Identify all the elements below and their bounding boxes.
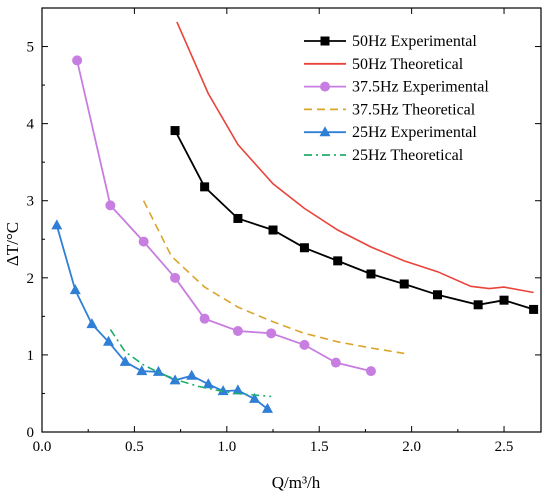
y-tick-label: 5: [27, 40, 35, 56]
plot-border: [41, 7, 542, 433]
data-point: [69, 284, 81, 295]
data-point: [170, 272, 181, 283]
y-tick-label: 1: [27, 348, 35, 364]
data-point: [72, 55, 83, 66]
legend-item-25hz-experimental: 25Hz Experimental: [304, 124, 477, 141]
data-point: [365, 366, 376, 377]
y-tick-label: 2: [27, 271, 35, 287]
legend-item-37-5hz-theoretical: 37.5Hz Theoretical: [304, 101, 476, 118]
axis-ticks: 0.0 0.5 1.0 1.5 2.0 2.5 0 1 2 3 4 5: [27, 8, 541, 455]
x-tick-label: 1.5: [310, 439, 329, 455]
series-line: [176, 21, 534, 294]
data-point: [529, 304, 539, 314]
series-line: [142, 200, 405, 355]
data-point: [261, 402, 273, 413]
data-point: [105, 200, 116, 211]
data-point: [333, 256, 343, 266]
data-point: [473, 300, 483, 310]
data-point: [268, 225, 278, 235]
data-point: [232, 326, 243, 337]
legend-label: 37.5Hz Experimental: [352, 79, 489, 96]
data-point: [152, 365, 164, 376]
series-25hz-theoretical: [109, 329, 272, 398]
legend-label: 50Hz Theoretical: [352, 56, 464, 73]
data-point: [299, 243, 309, 253]
x-tick-label: 0.0: [33, 439, 52, 455]
data-point: [299, 339, 310, 350]
legend-item-25hz-theoretical: 25Hz Theoretical: [304, 147, 464, 164]
y-tick-label: 0: [27, 425, 35, 441]
legend-label: 25Hz Experimental: [352, 124, 477, 141]
plot-frame: [41, 7, 542, 433]
x-tick-label: 0.5: [125, 439, 144, 455]
series-37-5hz-experimental: [72, 55, 376, 377]
legend-label: 25Hz Theoretical: [352, 147, 464, 164]
data-point: [330, 357, 341, 368]
series-50hz-theoretical: [176, 21, 534, 294]
legend-item-50hz-experimental: 50Hz Experimental: [304, 33, 477, 50]
legend: 50Hz Experimental 50Hz Theoretical 37.5Hz …: [304, 33, 489, 164]
legend-item-37-5hz-experimental: 37.5Hz Experimental: [304, 79, 489, 96]
series-line: [109, 329, 272, 398]
series-layer: [51, 21, 539, 413]
legend-marker: [320, 36, 330, 46]
data-point: [366, 269, 376, 279]
data-point: [399, 279, 409, 289]
x-tick-label: 2.5: [495, 439, 514, 455]
data-point: [51, 219, 63, 230]
data-point: [103, 335, 115, 346]
y-tick-label: 4: [27, 117, 35, 133]
legend-label: 37.5Hz Theoretical: [352, 101, 476, 118]
data-point: [86, 318, 98, 329]
legend-item-50hz-theoretical: 50Hz Theoretical: [304, 56, 464, 73]
y-tick-label: 3: [27, 194, 35, 210]
data-point: [170, 126, 180, 136]
legend-label: 50Hz Experimental: [352, 33, 477, 50]
series-line: [55, 225, 269, 410]
data-point: [200, 182, 210, 192]
data-point: [199, 313, 210, 324]
y-axis-title: ΔT/°C: [3, 222, 22, 266]
data-point: [138, 236, 149, 247]
data-point: [233, 213, 243, 223]
data-point: [499, 295, 509, 305]
data-point: [433, 290, 443, 300]
data-point: [186, 369, 198, 380]
series-37-5hz-theoretical: [142, 200, 405, 355]
x-tick-label: 1.0: [217, 439, 236, 455]
data-point: [119, 355, 131, 366]
series-line: [76, 60, 372, 372]
data-point: [217, 385, 229, 396]
x-axis-title: Q/m³/h: [272, 473, 321, 492]
legend-marker: [319, 126, 331, 137]
data-point: [136, 365, 148, 376]
series-50hz-experimental: [170, 126, 539, 314]
x-tick-label: 2.0: [402, 439, 421, 455]
data-point: [249, 392, 261, 403]
data-point: [266, 328, 277, 339]
series-25hz-experimental: [51, 219, 273, 413]
data-point: [232, 384, 244, 395]
legend-marker: [320, 81, 330, 92]
data-point: [202, 378, 214, 389]
